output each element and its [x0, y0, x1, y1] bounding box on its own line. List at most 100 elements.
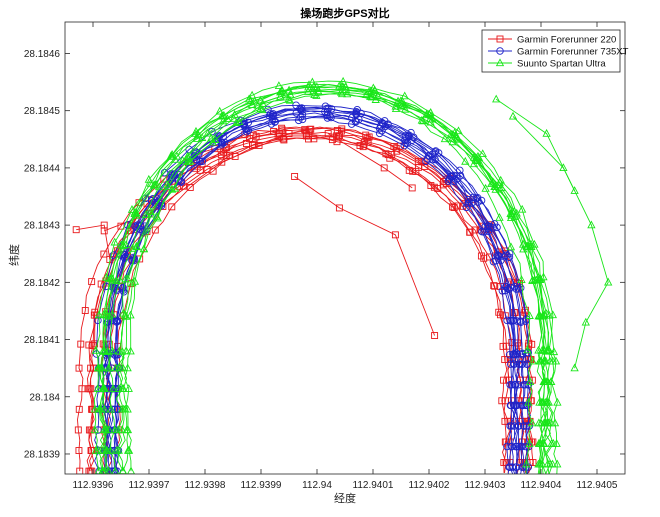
- data-point-2-8-66: [540, 418, 550, 427]
- x-tick-label: 112.9397: [129, 480, 170, 491]
- data-point-2-6-22: [146, 178, 155, 187]
- data-point-1-6-34: [297, 105, 305, 114]
- data-point-2-7-12: [99, 345, 108, 354]
- series-outlier-line-2-1: [495, 98, 576, 191]
- data-point-2-3-42: [418, 116, 428, 125]
- data-point-0-1-60: [500, 376, 508, 384]
- data-point-0-5-38: [364, 138, 372, 146]
- data-point-1-7-62: [511, 380, 519, 389]
- data-point-1-5-54: [502, 282, 510, 291]
- series-outlier-line-0-2: [327, 133, 413, 189]
- data-point-1-9-50: [490, 220, 499, 228]
- data-point-2-0-64: [524, 397, 533, 406]
- data-point-1-7-18: [122, 252, 130, 261]
- data-point-1-7-58: [513, 350, 522, 359]
- data-point-0-7-36: [333, 126, 341, 134]
- data-point-1-7-54: [506, 283, 515, 292]
- y-tick-label: 28.1842: [24, 278, 61, 289]
- data-point-0-1-64: [501, 417, 509, 425]
- y-tick-label: 28.1844: [24, 163, 61, 174]
- data-point-2-0-42: [417, 115, 426, 124]
- data-point-1-6-60: [518, 360, 527, 368]
- data-point-1-9-48: [473, 193, 482, 202]
- data-point-2-5-10: [111, 363, 121, 372]
- data-point-0-4-66: [518, 438, 526, 446]
- series-triangle-2: [90, 76, 613, 474]
- data-point-2-8-8: [98, 384, 107, 392]
- y-tick-label: 28.184: [29, 392, 60, 403]
- data-point-2-7-18: [116, 240, 126, 249]
- data-point-0-1-56: [499, 342, 507, 350]
- y-tick-label: 28.1841: [24, 335, 61, 346]
- series-outlier-line-0-1: [294, 176, 436, 336]
- data-point-1-1-24: [177, 178, 186, 186]
- data-point-1-2-66: [506, 422, 514, 430]
- x-tick-label: 112.9396: [73, 480, 114, 491]
- data-point-1-3-48: [465, 198, 473, 206]
- data-point-0-3-32: [274, 132, 282, 140]
- outlier-point-2-0-0: [508, 111, 518, 120]
- outlier-point-0-1-1: [335, 204, 343, 212]
- data-point-2-5-66: [534, 418, 544, 427]
- data-point-2-5-8: [118, 384, 127, 392]
- data-point-2-9-38: [369, 83, 378, 92]
- data-point-1-8-48: [477, 196, 486, 205]
- data-point-2-5-54: [528, 275, 537, 284]
- data-point-0-2-48: [471, 226, 479, 234]
- data-point-2-8-44: [450, 128, 459, 137]
- data-point-1-7-70: [512, 463, 520, 471]
- data-point-2-5-2: [112, 445, 121, 454]
- data-point-2-9-16: [102, 272, 111, 281]
- data-point-2-6-50: [507, 209, 516, 218]
- data-point-2-8-40: [396, 96, 405, 105]
- data-point-2-1-4: [123, 425, 133, 434]
- data-point-1-5-14: [112, 318, 121, 326]
- data-point-1-9-54: [516, 284, 525, 292]
- data-point-2-0-14: [126, 310, 135, 319]
- data-point-0-6-12: [89, 342, 97, 350]
- data-point-0-1-66: [502, 438, 510, 446]
- data-point-0-1-48: [466, 228, 474, 236]
- data-point-2-7-6: [95, 404, 104, 413]
- x-tick-label: 112.94: [302, 480, 332, 491]
- x-tick-label: 112.9399: [241, 480, 282, 491]
- series-outlier-line-2-0: [512, 116, 609, 369]
- x-tick-label: 112.9403: [465, 480, 506, 491]
- data-point-2-1-16: [128, 278, 137, 287]
- data-point-2-9-12: [91, 345, 100, 354]
- data-point-2-0-50: [495, 212, 504, 221]
- data-point-1-9-14: [94, 316, 102, 325]
- data-point-0-4-64: [518, 417, 526, 425]
- data-point-2-8-16: [112, 276, 121, 284]
- data-point-2-0-68: [525, 439, 534, 447]
- legend-label-2: Suunto Spartan Ultra: [517, 59, 606, 70]
- data-point-0-7-14: [81, 307, 89, 314]
- data-point-1-5-30: [244, 118, 253, 127]
- outlier-point-0-2-1: [380, 164, 388, 172]
- data-point-2-5-14: [119, 308, 128, 317]
- data-point-2-8-38: [364, 87, 374, 95]
- x-tick-label: 112.9401: [353, 480, 394, 491]
- data-point-2-8-28: [219, 110, 229, 119]
- data-point-2-6-44: [446, 129, 456, 138]
- data-point-0-1-38: [356, 142, 364, 149]
- data-point-2-9-2: [91, 445, 100, 454]
- outlier-point-2-0-5: [570, 363, 579, 372]
- data-point-2-4-6: [106, 404, 116, 413]
- data-point-2-0-8: [124, 384, 133, 392]
- data-point-2-9-66: [550, 418, 560, 427]
- data-point-2-8-50: [510, 206, 519, 215]
- data-point-2-9-60: [551, 356, 561, 365]
- outlier-point-0-1-0: [291, 173, 299, 180]
- plot-area: [72, 76, 613, 474]
- data-point-2-8-24: [172, 151, 182, 160]
- legend-marker-1: [496, 47, 504, 55]
- data-point-0-6-8: [86, 385, 94, 393]
- data-point-1-9-34: [292, 101, 300, 110]
- data-point-2-0-56: [525, 311, 534, 319]
- data-point-2-8-54: [536, 273, 545, 282]
- data-point-2-8-64: [544, 397, 553, 406]
- data-point-0-6-36: [338, 125, 346, 133]
- data-point-2-9-22: [144, 174, 153, 183]
